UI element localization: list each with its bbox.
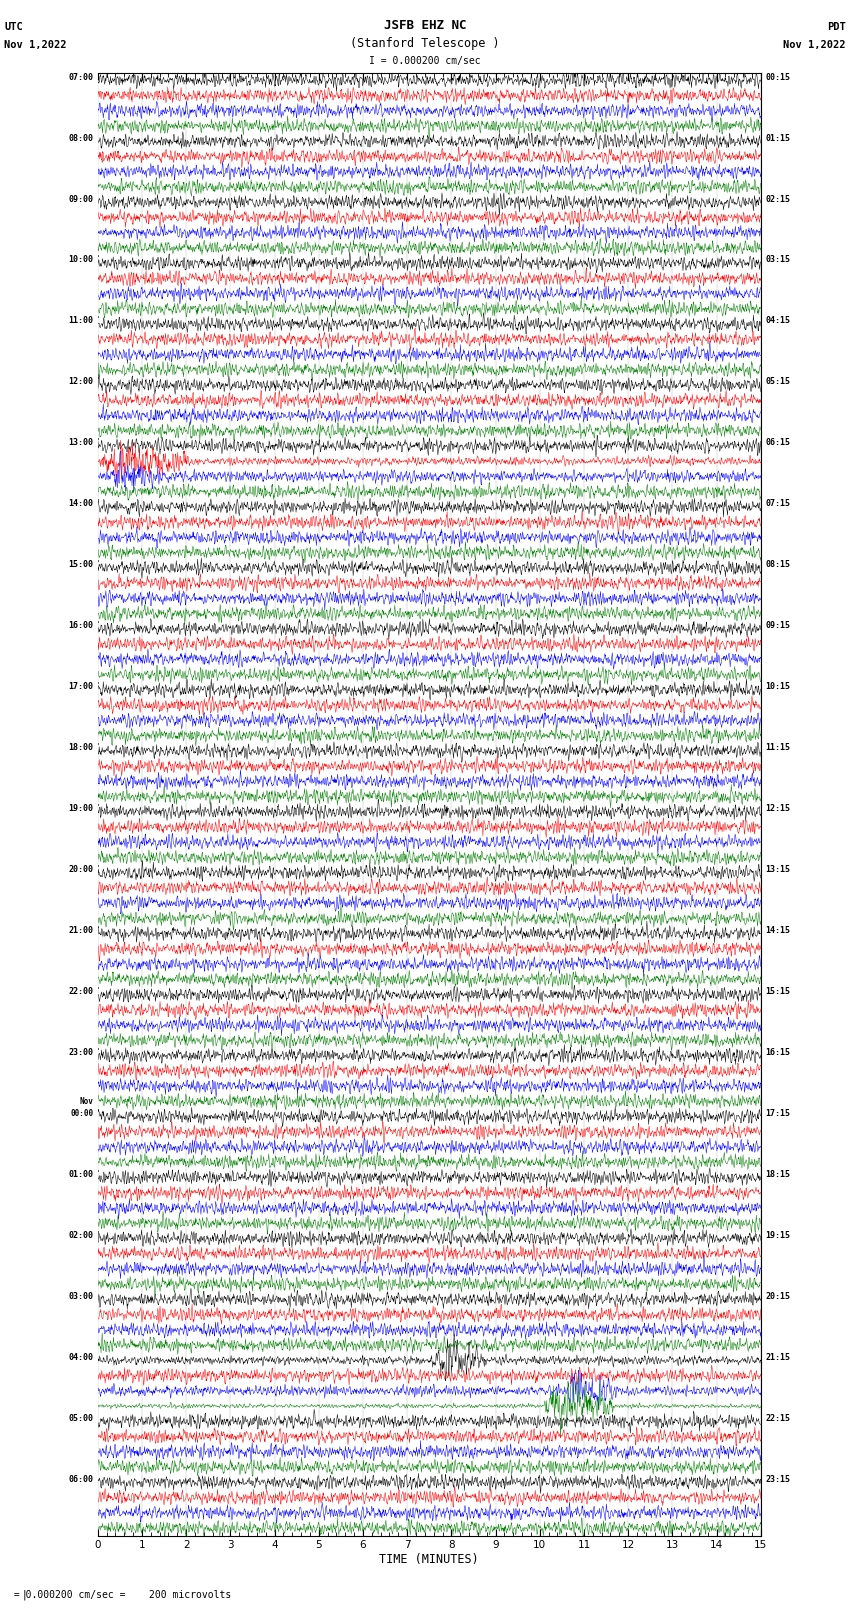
Text: 19:00: 19:00 (69, 805, 94, 813)
Text: 08:00: 08:00 (69, 134, 94, 142)
Text: 06:15: 06:15 (765, 439, 790, 447)
Text: PDT: PDT (827, 23, 846, 32)
Text: UTC: UTC (4, 23, 23, 32)
Text: 05:00: 05:00 (69, 1413, 94, 1423)
Text: Nov 1,2022: Nov 1,2022 (783, 40, 846, 50)
Text: 10:15: 10:15 (765, 682, 790, 690)
Text: 08:15: 08:15 (765, 560, 790, 569)
Text: 16:00: 16:00 (69, 621, 94, 631)
Text: 04:15: 04:15 (765, 316, 790, 326)
Text: 14:00: 14:00 (69, 500, 94, 508)
X-axis label: TIME (MINUTES): TIME (MINUTES) (379, 1553, 479, 1566)
Text: 09:15: 09:15 (765, 621, 790, 631)
Text: 03:00: 03:00 (69, 1292, 94, 1300)
Text: 13:15: 13:15 (765, 865, 790, 874)
Text: 01:00: 01:00 (69, 1169, 94, 1179)
Text: 01:15: 01:15 (765, 134, 790, 142)
Text: 13:00: 13:00 (69, 439, 94, 447)
Text: 20:00: 20:00 (69, 865, 94, 874)
Text: 05:15: 05:15 (765, 377, 790, 387)
Text: 22:15: 22:15 (765, 1413, 790, 1423)
Text: 17:00: 17:00 (69, 682, 94, 690)
Text: Nov: Nov (80, 1097, 94, 1107)
Text: 07:15: 07:15 (765, 500, 790, 508)
Text: 10:00: 10:00 (69, 255, 94, 265)
Text: 00:15: 00:15 (765, 73, 790, 82)
Text: 15:15: 15:15 (765, 987, 790, 995)
Text: 12:15: 12:15 (765, 805, 790, 813)
Text: 07:00: 07:00 (69, 73, 94, 82)
Text: 02:15: 02:15 (765, 195, 790, 203)
Text: 22:00: 22:00 (69, 987, 94, 995)
Text: (Stanford Telescope ): (Stanford Telescope ) (350, 37, 500, 50)
Text: 16:15: 16:15 (765, 1048, 790, 1057)
Text: 03:15: 03:15 (765, 255, 790, 265)
Text: 23:15: 23:15 (765, 1474, 790, 1484)
Text: 04:00: 04:00 (69, 1353, 94, 1361)
Text: 19:15: 19:15 (765, 1231, 790, 1240)
Text: 09:00: 09:00 (69, 195, 94, 203)
Text: JSFB EHZ NC: JSFB EHZ NC (383, 19, 467, 32)
Text: 12:00: 12:00 (69, 377, 94, 387)
Text: = 0.000200 cm/sec =    200 microvolts: = 0.000200 cm/sec = 200 microvolts (8, 1590, 232, 1600)
Text: 18:00: 18:00 (69, 744, 94, 752)
Text: 06:00: 06:00 (69, 1474, 94, 1484)
Text: 18:15: 18:15 (765, 1169, 790, 1179)
Text: I = 0.000200 cm/sec: I = 0.000200 cm/sec (369, 56, 481, 66)
Text: 15:00: 15:00 (69, 560, 94, 569)
Text: 11:00: 11:00 (69, 316, 94, 326)
Text: 14:15: 14:15 (765, 926, 790, 936)
Text: Nov 1,2022: Nov 1,2022 (4, 40, 67, 50)
Text: 20:15: 20:15 (765, 1292, 790, 1300)
Text: 02:00: 02:00 (69, 1231, 94, 1240)
Text: 21:15: 21:15 (765, 1353, 790, 1361)
Text: 11:15: 11:15 (765, 744, 790, 752)
Text: 23:00: 23:00 (69, 1048, 94, 1057)
Text: |: | (8, 1589, 29, 1600)
Text: 00:00: 00:00 (71, 1108, 94, 1118)
Text: 21:00: 21:00 (69, 926, 94, 936)
Text: 17:15: 17:15 (765, 1108, 790, 1118)
